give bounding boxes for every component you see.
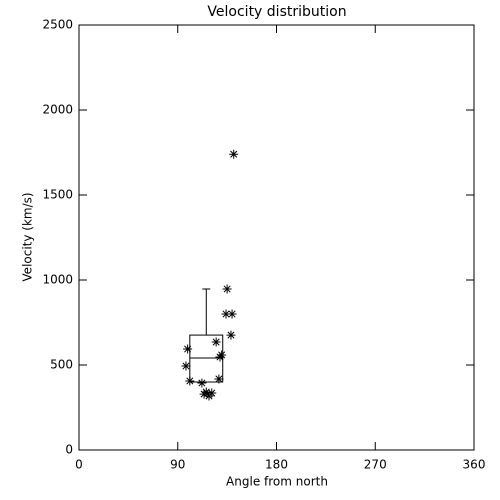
x-tick-label: 360 [463, 458, 486, 472]
point [211, 337, 221, 347]
y-tick-label: 2500 [42, 18, 73, 32]
point [221, 309, 231, 319]
point [215, 352, 225, 362]
y-tick-label: 1000 [42, 273, 73, 287]
point [226, 330, 236, 340]
point [185, 376, 195, 386]
point [214, 374, 224, 384]
y-tick-label: 0 [65, 443, 73, 457]
y-tick-label: 2000 [42, 103, 73, 117]
point [183, 344, 193, 354]
point [199, 389, 209, 399]
point [181, 361, 191, 371]
y-axis-label: Velocity (km/s) [21, 192, 35, 281]
y-tick-label: 1500 [42, 188, 73, 202]
plot-frame [78, 24, 475, 451]
x-axis-label: Angle from north [226, 475, 328, 489]
point [229, 149, 239, 159]
point [222, 284, 232, 294]
point [204, 391, 214, 401]
x-tick-label: 0 [75, 458, 83, 472]
point [197, 378, 207, 388]
y-tick-label: 500 [50, 358, 73, 372]
x-tick-label: 180 [265, 458, 288, 472]
x-tick-label: 90 [170, 458, 185, 472]
point [227, 309, 237, 319]
chart-title: Velocity distribution [207, 4, 346, 20]
x-tick-label: 270 [364, 458, 387, 472]
